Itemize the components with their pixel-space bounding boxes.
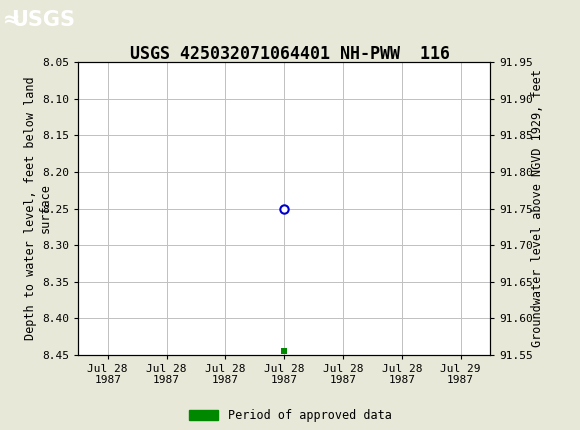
Y-axis label: Depth to water level, feet below land
surface: Depth to water level, feet below land su… <box>24 77 52 341</box>
Text: ≈: ≈ <box>3 10 20 31</box>
Text: USGS: USGS <box>12 10 75 31</box>
Text: USGS 425032071064401 NH-PWW  116: USGS 425032071064401 NH-PWW 116 <box>130 45 450 63</box>
Legend: Period of approved data: Period of approved data <box>188 409 392 422</box>
Y-axis label: Groundwater level above NGVD 1929, feet: Groundwater level above NGVD 1929, feet <box>531 70 543 347</box>
